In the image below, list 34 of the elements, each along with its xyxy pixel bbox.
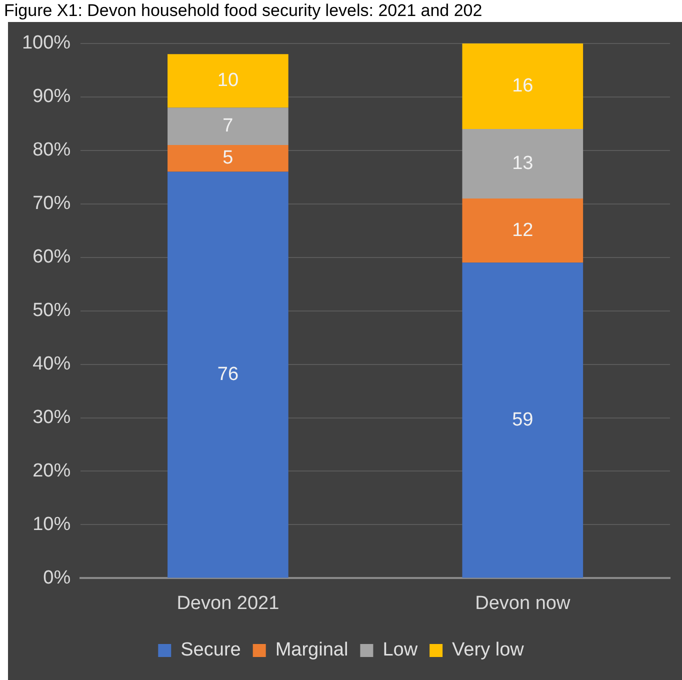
y-tick-label: 10% <box>32 514 71 535</box>
bar <box>168 108 288 146</box>
y-tick-label: 80% <box>32 140 71 161</box>
y-tick-label: 40% <box>32 354 71 375</box>
bar <box>462 262 584 578</box>
legend-label: Very low <box>452 640 524 661</box>
bar <box>168 172 288 578</box>
y-tick-label: 60% <box>32 246 71 268</box>
y-tick-label: 100% <box>22 32 71 54</box>
y-tick-label: 70% <box>32 193 71 214</box>
bar <box>462 128 584 198</box>
legend-label: Secure <box>180 640 241 661</box>
data-label: 7 <box>222 116 234 137</box>
data-label: 10 <box>217 70 239 92</box>
y-tick-label: 0% <box>43 567 71 588</box>
x-tick-label: Devon 2021 <box>176 592 280 614</box>
bar <box>168 54 288 108</box>
legend-label: Low <box>382 640 418 661</box>
data-label: 16 <box>512 75 534 96</box>
bar <box>462 198 584 263</box>
bar <box>462 43 584 129</box>
data-label: 12 <box>512 220 534 241</box>
data-label: 13 <box>512 152 534 174</box>
data-label: 5 <box>222 148 234 169</box>
x-tick-label: Devon now <box>475 592 570 614</box>
data-label: 59 <box>512 409 534 430</box>
chart-title: Figure X1: Devon household food security levels: 2021 and 202 <box>3 0 484 22</box>
data-label: 76 <box>217 364 239 385</box>
y-tick-label: 50% <box>32 300 71 322</box>
y-tick-label: 30% <box>32 406 71 428</box>
legend-label: Marginal <box>275 640 348 661</box>
bar <box>168 145 288 172</box>
y-tick-label: 20% <box>32 460 71 482</box>
y-tick-label: 90% <box>32 86 71 108</box>
